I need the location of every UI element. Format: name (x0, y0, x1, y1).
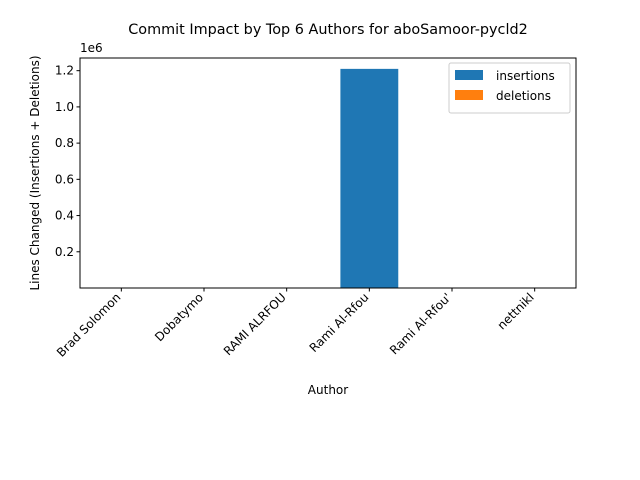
chart-title: Commit Impact by Top 6 Authors for aboSa… (128, 22, 528, 38)
x-tick-label-3: RAMI ALRFOU (221, 290, 289, 358)
y-axis-label: Lines Changed (Insertions + Deletions) (28, 55, 42, 290)
y-tick-label-2: 0.4 (55, 209, 74, 223)
plot-frame (79, 57, 577, 289)
x-tick-label-1: Brad Solomon (54, 290, 123, 359)
legend-swatch-insertions (455, 70, 483, 80)
bars-group (92, 68, 564, 289)
x-tick-label-4: Rami Al-Rfou (307, 290, 372, 355)
legend: insertions deletions (448, 62, 571, 114)
x-axis: Brad Solomon Dobatymo RAMI ALRFOU Rami Al-R… (54, 288, 537, 360)
y-axis-offset-label: 1e6 (80, 41, 103, 55)
legend-label-insertions: insertions (496, 69, 555, 83)
bar-insertions-4 (340, 68, 399, 289)
x-axis-label: Author (308, 383, 348, 397)
x-tick-label-2: Dobatymo (152, 290, 206, 344)
legend-swatch-deletions (455, 90, 483, 100)
y-tick-label-3: 0.6 (55, 172, 74, 186)
y-tick-label-5: 1.0 (55, 100, 74, 114)
y-tick-label-1: 0.2 (55, 245, 74, 259)
legend-label-deletions: deletions (496, 89, 551, 103)
x-tick-label-5: Rami Al-Rfou' (387, 290, 454, 357)
y-axis: 0.2 0.4 0.6 0.8 1.0 1.2 (55, 64, 80, 259)
x-tick-label-6: nettnikl (495, 290, 537, 332)
y-tick-label-6: 1.2 (55, 64, 74, 78)
y-tick-label-4: 0.8 (55, 136, 74, 150)
